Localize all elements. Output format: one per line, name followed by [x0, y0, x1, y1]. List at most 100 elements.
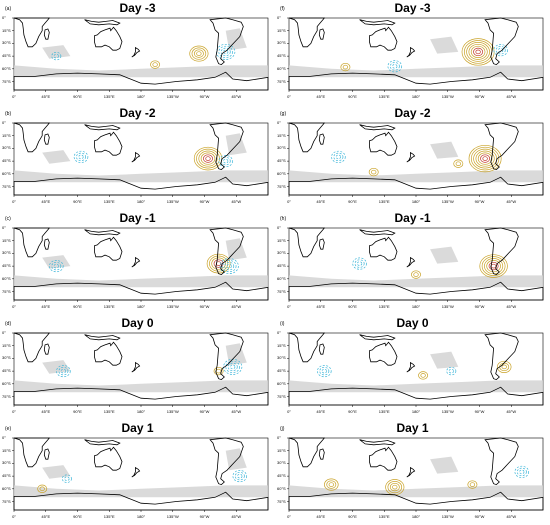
- lon-tick-label: 45°E: [41, 514, 51, 519]
- maritime-continent-coast: [84, 19, 121, 26]
- maritime-continent-coast: [84, 229, 121, 236]
- lat-tick-label: 75°S: [277, 498, 286, 504]
- negative-contour: [221, 260, 237, 273]
- lat-tick-label: 15°S: [277, 447, 286, 453]
- madagascar-coast: [43, 28, 50, 40]
- shading-band: [289, 170, 543, 183]
- maritime-continent-coast: [84, 124, 121, 131]
- map-panel: Day 1 (j) 0° 15°S 30°S 45°S 60°S 75°S 0° 45°E 90°E…: [275, 420, 550, 525]
- antarctica-coast: [13, 176, 269, 196]
- lat-tick-label: 60°S: [2, 485, 11, 491]
- negative-contour: [317, 365, 332, 378]
- lon-tick-label: 45°E: [316, 304, 326, 309]
- lon-tick-label: 90°W: [199, 199, 210, 204]
- madagascar-coast: [43, 133, 50, 145]
- positive-contour: [203, 154, 213, 163]
- lon-tick-label: 90°E: [348, 409, 357, 414]
- lon-tick-label: 0°: [287, 304, 291, 309]
- positive-contour: [481, 256, 506, 276]
- coastlines: [13, 17, 269, 91]
- lat-tick-label: 0°: [2, 120, 6, 125]
- lat-tick-label: 45°S: [277, 158, 286, 164]
- positive-contour: [473, 47, 484, 57]
- panel-title: Day 0: [396, 316, 429, 330]
- map-frame: [13, 332, 269, 406]
- significance-shading: [289, 36, 543, 78]
- africa-coast: [13, 17, 51, 48]
- africa-coast: [288, 17, 326, 48]
- positive-contour: [420, 373, 426, 378]
- significance-shading: [289, 246, 543, 288]
- coastlines: [13, 227, 269, 301]
- antarctica-coast: [13, 491, 269, 511]
- antarctica-coast: [13, 71, 269, 91]
- lon-tick-label: 90°E: [73, 304, 82, 309]
- lat-tick-label: 0°: [2, 15, 6, 20]
- new-zealand-coast: [131, 46, 141, 58]
- australia-coast: [369, 131, 398, 156]
- shading-patch: [225, 28, 247, 51]
- shading-band: [14, 275, 268, 288]
- lon-tick-label: 180°: [411, 199, 421, 204]
- positive-contour: [477, 152, 493, 165]
- lon-tick-label: 45°E: [316, 199, 326, 204]
- significance-shading: [14, 133, 268, 183]
- negative-contour: [49, 260, 64, 273]
- south-america-coast: [484, 122, 519, 171]
- negative-contour: [498, 47, 504, 53]
- shading-patch: [225, 133, 247, 156]
- lat-tick-label: 15°S: [2, 132, 11, 138]
- negative-contour: [448, 368, 454, 374]
- world-map-icon: [287, 122, 544, 197]
- contours: [317, 360, 512, 380]
- lon-tick-label: 135°E: [378, 94, 390, 99]
- coastlines: [288, 332, 544, 406]
- positive-contour: [326, 480, 337, 489]
- world-map-icon: [12, 332, 269, 407]
- lat-tick-label: 75°S: [2, 78, 11, 84]
- australia-coast: [369, 236, 398, 261]
- lon-tick-label: 180°: [136, 409, 146, 414]
- negative-contour: [493, 44, 508, 57]
- new-zealand-coast: [131, 466, 141, 478]
- lat-tick-label: 0°: [2, 330, 6, 335]
- madagascar-coast: [318, 238, 325, 250]
- positive-contour: [324, 478, 339, 491]
- lon-tick-label: 90°E: [73, 199, 82, 204]
- negative-contour: [51, 261, 62, 271]
- negative-contour: [237, 473, 243, 479]
- positive-contour: [209, 255, 229, 272]
- panel-title: Day 1: [396, 421, 429, 435]
- antarctica-coast: [288, 281, 544, 301]
- positive-contour: [368, 167, 379, 177]
- negative-contour: [223, 49, 229, 55]
- negative-contour: [227, 362, 238, 372]
- shading-patch: [225, 238, 247, 261]
- lat-tick-label: 30°S: [2, 250, 11, 256]
- map-frame: [288, 437, 544, 511]
- lat-tick-label: 45°S: [277, 263, 286, 269]
- negative-contour: [519, 469, 525, 475]
- world-map-icon: [287, 17, 544, 92]
- lon-tick-label: 45°W: [506, 199, 517, 204]
- lat-tick-label: 75°S: [277, 393, 286, 399]
- lon-tick-label: 135°W: [441, 304, 454, 309]
- lat-tick-label: 15°S: [277, 132, 286, 138]
- lon-tick-label: 180°: [411, 409, 421, 414]
- negative-contour: [387, 60, 403, 73]
- shading-patch: [42, 45, 71, 59]
- positive-contour: [37, 484, 48, 493]
- contours: [340, 38, 508, 73]
- negative-contour: [218, 45, 233, 58]
- lon-tick-label: 45°W: [506, 514, 517, 519]
- lat-tick-label: 0°: [277, 435, 281, 440]
- panel-title: Day -2: [119, 106, 156, 120]
- negative-contour: [225, 360, 240, 373]
- south-america-coast: [484, 437, 519, 486]
- lon-tick-label: 0°: [12, 199, 16, 204]
- south-america-coast: [484, 227, 519, 276]
- lon-tick-label: 135°E: [378, 304, 390, 309]
- lat-tick-label: 30°S: [2, 355, 11, 361]
- world-map-icon: [12, 17, 269, 92]
